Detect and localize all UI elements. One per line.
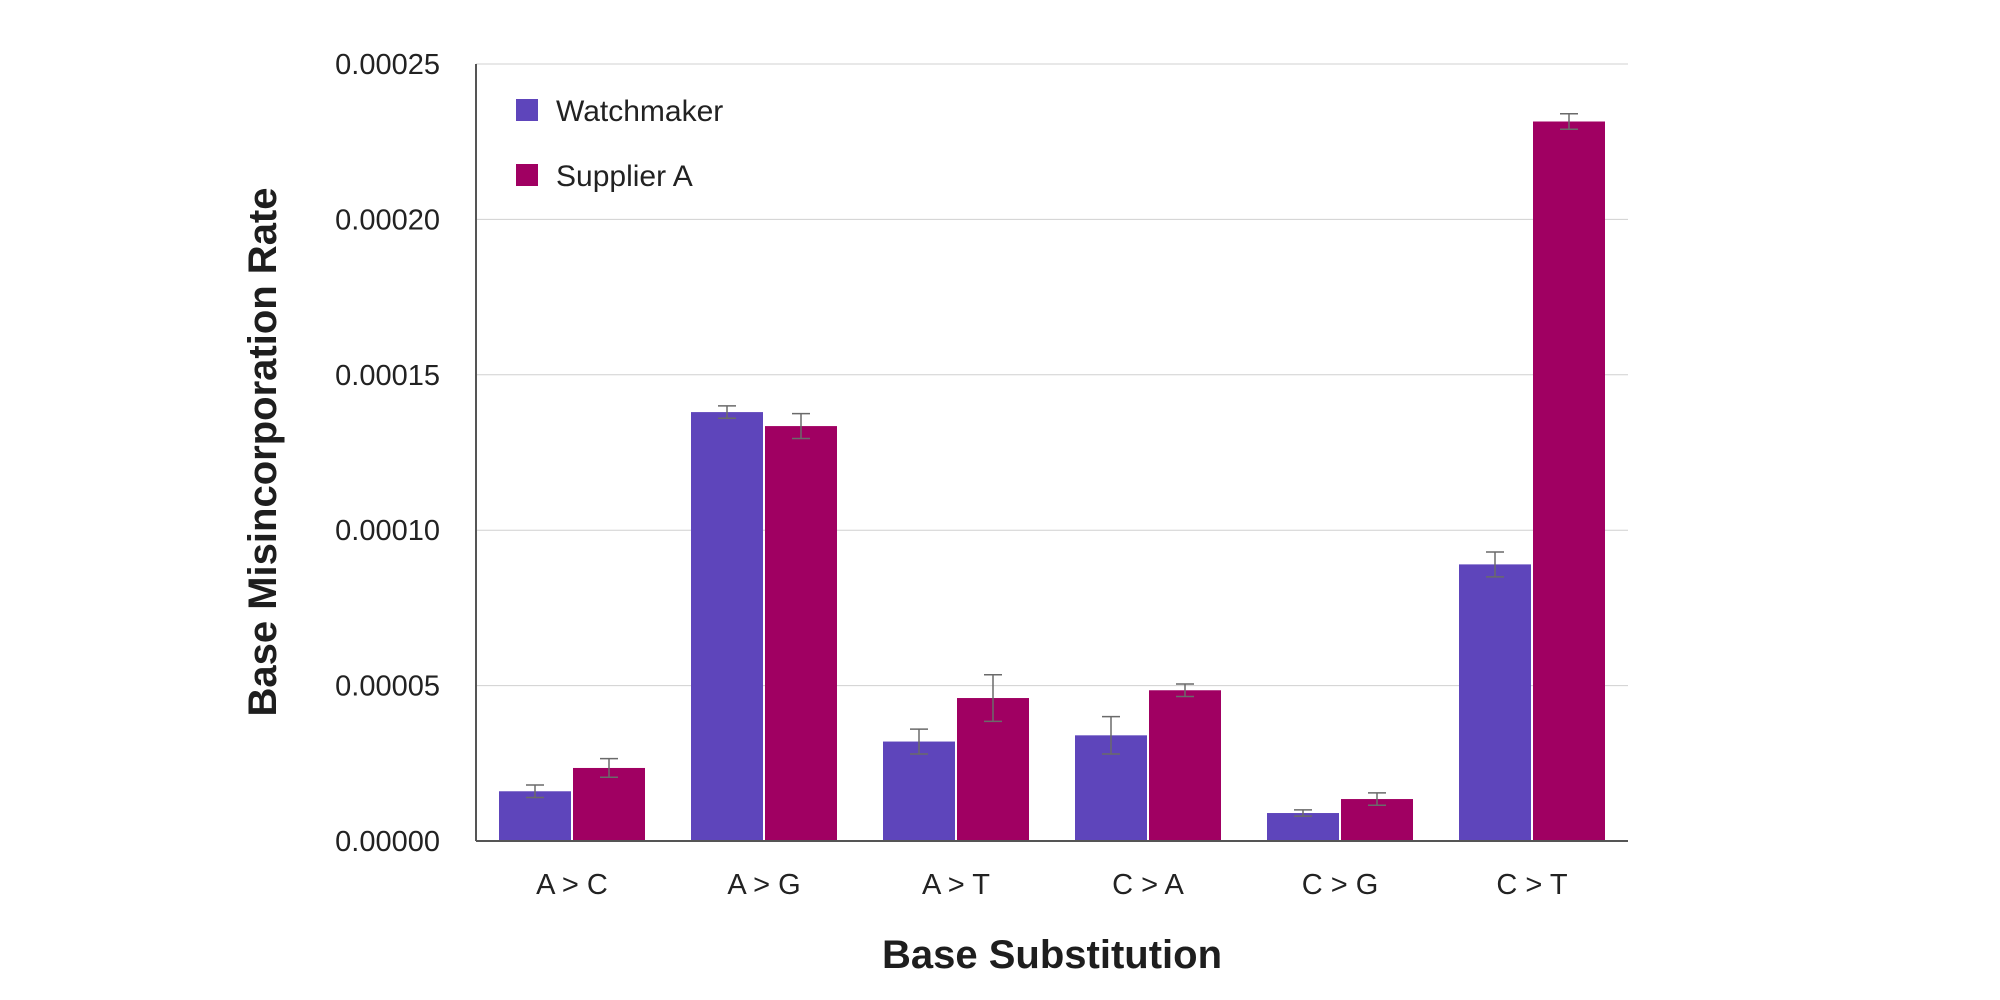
error-bar [910,728,928,755]
x-category-label: C > G [1302,869,1379,901]
error-bar [600,757,618,779]
error-bar [526,784,544,799]
error-bar [792,412,810,440]
y-axis-title: Base Misincorporation Rate [241,187,285,716]
error-bars [526,112,1578,817]
bar-watchmaker [691,412,763,841]
legend-item: Supplier A [516,160,693,193]
axes [475,64,1628,842]
y-tick-label: 0.00010 [335,515,440,547]
bar-supplier-a [765,426,837,841]
bars [499,121,1605,842]
error-bar [1560,112,1578,131]
x-category-label: C > T [1496,869,1567,901]
error-bar [1294,809,1312,817]
x-axis-title: Base Substitution [882,933,1222,977]
gridlines [476,63,1628,687]
legend-label: Supplier A [556,160,693,193]
x-category-label: C > A [1112,869,1184,901]
x-category-label: A > G [727,869,800,901]
y-tick-labels: 0.00000 0.00005 0.00010 0.00015 0.00020 0.000… [335,49,440,858]
x-category-label: A > C [536,869,608,901]
error-bar [1102,715,1120,755]
bar-supplier-a [1149,690,1221,841]
bar-watchmaker [1267,813,1339,841]
x-category-labels: A > C A > G A > T C > A C > G C > T [536,869,1568,901]
error-bar [718,405,736,420]
error-bar [1176,683,1194,698]
legend-swatch [516,99,538,121]
legend-swatch [516,164,538,186]
bar-supplier-a [1533,121,1605,842]
y-tick-label: 0.00000 [335,826,440,858]
error-bar [1486,551,1504,578]
x-category-label: A > T [922,869,990,901]
bar-watchmaker [499,791,571,841]
y-tick-label: 0.00025 [335,49,440,81]
legend-label: Watchmaker [556,95,723,128]
bar-supplier-a [1341,799,1413,841]
y-tick-label: 0.00005 [335,671,440,703]
y-tick-label: 0.00015 [335,360,440,392]
error-bar [1368,792,1386,807]
legend-item: Watchmaker [516,95,723,128]
bar-supplier-a [573,767,645,841]
y-tick-label: 0.00020 [335,204,440,236]
legend: Watchmaker Supplier A [516,95,723,193]
error-bar [984,673,1002,723]
bar-watchmaker [1459,564,1531,841]
bar-watchmaker [883,741,955,841]
